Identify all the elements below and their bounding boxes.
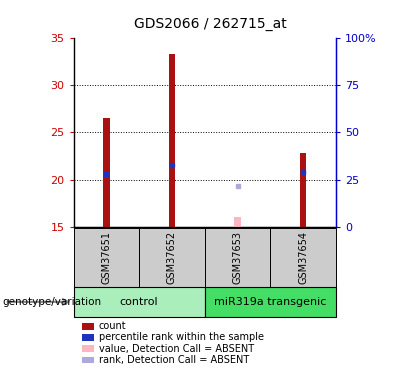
- Text: miR319a transgenic: miR319a transgenic: [214, 297, 327, 307]
- Text: percentile rank within the sample: percentile rank within the sample: [99, 333, 264, 342]
- Bar: [300, 153, 307, 227]
- Bar: [205, 287, 336, 317]
- Bar: [234, 217, 241, 227]
- Bar: [270, 228, 336, 287]
- Bar: [74, 287, 205, 317]
- Text: GSM37652: GSM37652: [167, 231, 177, 284]
- Text: GSM37654: GSM37654: [298, 231, 308, 284]
- Bar: [139, 228, 205, 287]
- Bar: [169, 54, 175, 227]
- Text: GSM37653: GSM37653: [233, 231, 243, 284]
- Bar: [205, 228, 270, 287]
- Text: genotype/variation: genotype/variation: [2, 297, 101, 307]
- Text: rank, Detection Call = ABSENT: rank, Detection Call = ABSENT: [99, 355, 249, 365]
- Text: value, Detection Call = ABSENT: value, Detection Call = ABSENT: [99, 344, 254, 354]
- Bar: [74, 228, 139, 287]
- Text: control: control: [120, 297, 158, 307]
- Text: GDS2066 / 262715_at: GDS2066 / 262715_at: [134, 17, 286, 31]
- Text: count: count: [99, 321, 126, 331]
- Bar: [103, 118, 110, 227]
- Text: GSM37651: GSM37651: [101, 231, 111, 284]
